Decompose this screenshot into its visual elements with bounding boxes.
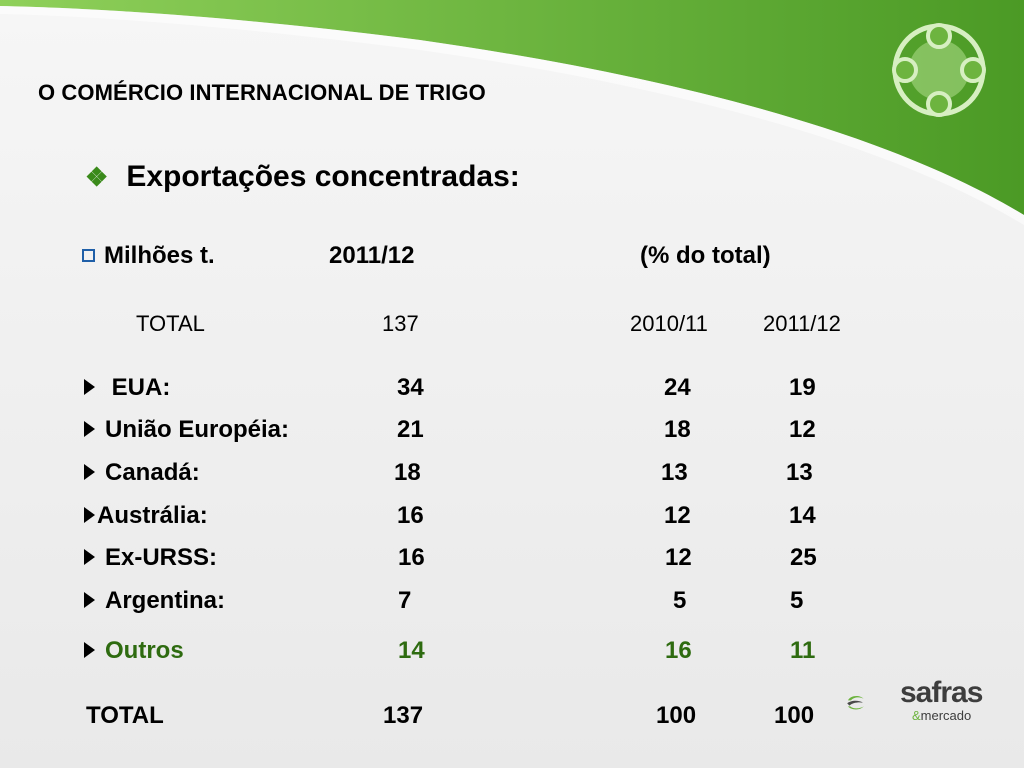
row-label-outros: Outros: [84, 637, 184, 665]
row-share-2010-11: 12: [665, 544, 692, 571]
total-bottom-share-2010-11: 100: [656, 702, 697, 729]
row-label-text: Ex-URSS:: [105, 544, 218, 571]
safras-logo-text: safras: [900, 676, 983, 709]
season-header: 2011/12: [329, 242, 415, 269]
arrow-bullet-icon: [84, 592, 95, 608]
row-share-2010-11: 16: [665, 637, 692, 664]
arrow-bullet-icon: [84, 549, 95, 565]
row-value: 7: [398, 587, 412, 614]
row-label-text: Outros: [105, 637, 184, 664]
row-value: 16: [398, 544, 425, 571]
row-value: 16: [397, 502, 424, 529]
arrow-bullet-icon: [84, 464, 95, 480]
checkbox-bullet-icon: [82, 249, 95, 262]
row-share-2010-11: 13: [661, 459, 688, 486]
row-share-2011-12: 11: [790, 637, 816, 664]
logo-word: mercado: [920, 708, 972, 723]
brand-emblem-icon: [892, 23, 986, 117]
row-share-2011-12: 12: [789, 416, 816, 443]
row-label-ex-urss: Ex-URSS:: [84, 544, 217, 572]
row-label-text: Argentina:: [105, 587, 225, 614]
mercado-logo-text: &mercado: [912, 708, 971, 723]
diamond-bullet-icon: ❖: [85, 162, 109, 192]
share-header: (% do total): [640, 242, 771, 269]
row-share-2011-12: 14: [789, 502, 816, 529]
row-label-uniao-europeia: União Européia:: [84, 416, 289, 444]
row-label-text: Austrália:: [97, 502, 208, 529]
slide-title: O COMÉRCIO INTERNACIONAL DE TRIGO: [38, 80, 486, 105]
row-label-eua: EUA:: [84, 374, 170, 402]
row-label-text: União Européia:: [105, 416, 290, 443]
arrow-bullet-icon: [84, 379, 95, 395]
total-top-value: 137: [382, 311, 419, 336]
row-label-canada: Canadá:: [84, 459, 200, 487]
subtitle-text: Exportações concentradas:: [126, 160, 520, 193]
total-top-label: TOTAL: [136, 311, 205, 336]
row-share-2011-12: 5: [790, 587, 804, 614]
logo-ampersand: &: [912, 708, 921, 723]
column-header-2010-11: 2010/11: [630, 311, 708, 336]
row-label-argentina: Argentina:: [84, 587, 225, 615]
arrow-bullet-icon: [84, 421, 95, 437]
row-share-2010-11: 18: [664, 416, 691, 443]
row-share-2010-11: 12: [664, 502, 691, 529]
row-label-text: EUA:: [111, 374, 171, 401]
safras-swirl-icon: [847, 695, 864, 710]
row-label-australia: Austrália:: [84, 502, 208, 530]
total-bottom-value: 137: [383, 702, 424, 729]
row-value: 34: [397, 374, 424, 401]
unit-text: Milhões t.: [104, 242, 215, 269]
total-bottom-label: TOTAL: [86, 702, 164, 729]
row-value: 14: [398, 637, 425, 664]
row-share-2010-11: 24: [664, 374, 691, 401]
row-share-2011-12: 19: [789, 374, 816, 401]
row-share-2011-12: 13: [786, 459, 813, 486]
unit-label: Milhões t.: [82, 242, 215, 270]
total-bottom-share-2011-12: 100: [774, 702, 815, 729]
header-green-band: [0, 0, 1024, 225]
row-value: 18: [394, 459, 421, 486]
arrow-bullet-icon: [84, 507, 95, 523]
row-share-2010-11: 5: [673, 587, 687, 614]
row-label-text: Canadá:: [105, 459, 200, 486]
column-header-2011-12: 2011/12: [763, 311, 841, 336]
row-value: 21: [397, 416, 424, 443]
slide-subtitle: ❖ Exportações concentradas:: [85, 160, 520, 194]
row-share-2011-12: 25: [790, 544, 817, 571]
arrow-bullet-icon: [84, 642, 95, 658]
